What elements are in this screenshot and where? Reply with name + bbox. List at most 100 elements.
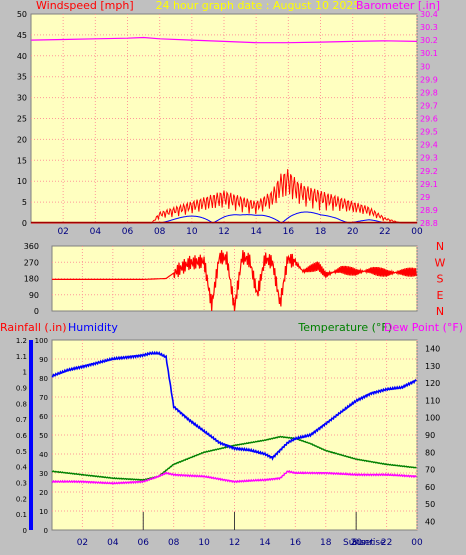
humidity-tick: 70 (39, 394, 48, 402)
wind-hour-tick: 22 (379, 227, 390, 237)
temperature-axis: 40 50 60 70 80 90 100 110 120 130 140 (425, 345, 440, 527)
barometer-tick: 29.1 (420, 180, 438, 189)
barometer-tick: 30.1 (420, 49, 438, 58)
windspeed-tick: 25 (17, 115, 27, 124)
temp-hour-tick: 16 (290, 538, 302, 548)
humidity-tick: 30 (39, 470, 48, 478)
temp-hour-tick: 22 (381, 538, 392, 548)
humidity-tick: 40 (39, 451, 48, 459)
temperature-tick: 90 (425, 431, 435, 440)
rainfall-tick: 0.8 (16, 400, 27, 408)
barometer-tick: 28.9 (420, 206, 438, 215)
direction-axis: 0 90 180 270 360 (24, 242, 39, 316)
windspeed-tick: 40 (17, 52, 27, 61)
compass-label: W (435, 256, 446, 269)
temp-hour-tick: 00 (411, 538, 423, 548)
rainfall-tick: 0.5 (16, 448, 27, 456)
rainfall-axis: 0 0.1 0.2 0.3 0.4 0.5 0.6 0.7 0.8 0.9 1 1.1 1.2 (16, 337, 28, 535)
windspeed-tick: 15 (17, 156, 27, 165)
humidity-tick: 60 (39, 413, 48, 421)
direction-tick: 90 (29, 291, 39, 300)
humidity-tick: 10 (39, 508, 48, 516)
temp-hour-tick: 10 (198, 538, 210, 548)
direction-tick: 270 (24, 258, 39, 267)
rainfall-tick: 0 (23, 527, 27, 535)
rainfall-tick: 0.3 (16, 480, 27, 488)
wind-hour-tick: 04 (90, 227, 102, 237)
direction-tick: 0 (34, 307, 39, 316)
rainfall-tick: 0.1 (16, 511, 27, 519)
temperature-tick: 100 (425, 414, 440, 423)
windspeed-tick: 50 (17, 10, 27, 19)
wind-plot-grid (31, 14, 418, 223)
humidity-tick: 50 (39, 432, 48, 440)
barometer-tick: 29.8 (420, 88, 438, 97)
barometer-axis: 28.8 28.9 29 29.1 29.2 29.3 29.4 29.5 29.6 29.7 29… (420, 10, 438, 228)
rainfall-tick: 1.1 (16, 353, 27, 361)
temp-hour-axis: 02 04 06 08 10 12 14 16 18 20 22 00 (77, 538, 423, 548)
temperature-tick: 70 (425, 466, 435, 475)
temp-hour-tick: 20 (350, 538, 362, 548)
barometer-tick: 30.3 (420, 23, 438, 32)
temperature-axis-label: Temperature (°F) (297, 321, 392, 334)
barometer-axis-label: Barometer [.in] (356, 0, 440, 12)
temp-hour-tick: 14 (259, 538, 271, 548)
humidity-line (51, 350, 417, 461)
compass-label: N (436, 240, 444, 253)
wind-hour-tick: 16 (283, 227, 295, 237)
sunset-label: Sunset (343, 538, 374, 548)
rainfall-tick: 0.6 (16, 432, 28, 440)
barometer-tick: 29.3 (420, 154, 438, 163)
barometer-tick: 29.2 (420, 167, 438, 176)
windspeed-tick: 45 (17, 31, 27, 40)
wind-hour-tick: 14 (250, 227, 262, 237)
wind-hour-tick: 06 (122, 227, 134, 237)
rainfall-tick: 0.4 (16, 464, 28, 472)
barometer-tick: 30 (420, 62, 430, 71)
sunrise-label: Sunrise (352, 538, 386, 548)
barometer-tick: 29.9 (420, 75, 438, 84)
windspeed-tick: 0 (22, 219, 27, 228)
windspeed-tick: 20 (17, 135, 27, 144)
wind-hour-tick: 20 (347, 227, 359, 237)
direction-series (52, 250, 417, 312)
compass-label: S (437, 273, 444, 286)
wind-hour-tick: 00 (411, 227, 423, 237)
temp-hour-tick: 02 (77, 538, 88, 548)
humidity-tick: 0 (44, 527, 48, 535)
humidity-tick: 100 (35, 337, 48, 345)
wind-hour-tick: 18 (315, 227, 327, 237)
windspeed-tick: 30 (17, 94, 27, 103)
dewpoint-line (51, 469, 417, 485)
wind-series (30, 36, 418, 224)
windspeed-axis-label: Windspeed [mph] (36, 0, 134, 12)
rainfall-tick: 0.7 (16, 416, 27, 424)
temp-hour-tick: 04 (107, 538, 119, 548)
barometer-tick: 30.4 (420, 10, 438, 19)
direction-line (52, 250, 417, 312)
temperature-tick: 120 (425, 379, 440, 388)
barometer-tick: 30.2 (420, 36, 438, 45)
direction-plot-grid (52, 246, 418, 311)
temp-hour-tick: 18 (320, 538, 332, 548)
rainfall-tick: 1 (23, 369, 27, 377)
barometer-tick: 29.5 (420, 128, 438, 137)
rainfall-tick: 1.2 (16, 337, 27, 345)
temperature-tick: 130 (425, 362, 440, 371)
temp-hour-tick: 08 (168, 538, 180, 548)
wind-hour-tick: 02 (57, 227, 68, 237)
humidity-tick: 90 (39, 356, 48, 364)
direction-tick: 180 (24, 275, 39, 284)
humidity-tick: 80 (39, 375, 48, 383)
temp-hour-tick: 12 (229, 538, 240, 548)
barometer-tick: 29.4 (420, 141, 438, 150)
barometer-tick: 29.6 (420, 115, 438, 124)
rainfall-tick: 0.9 (16, 385, 27, 393)
barometer-tick: 29 (420, 193, 430, 202)
compass-label: E (437, 289, 444, 302)
temp-hour-tick: 06 (138, 538, 150, 548)
barometer-line (30, 36, 418, 44)
humidity-tick: 20 (39, 489, 48, 497)
windspeed-tick: 35 (17, 73, 27, 82)
